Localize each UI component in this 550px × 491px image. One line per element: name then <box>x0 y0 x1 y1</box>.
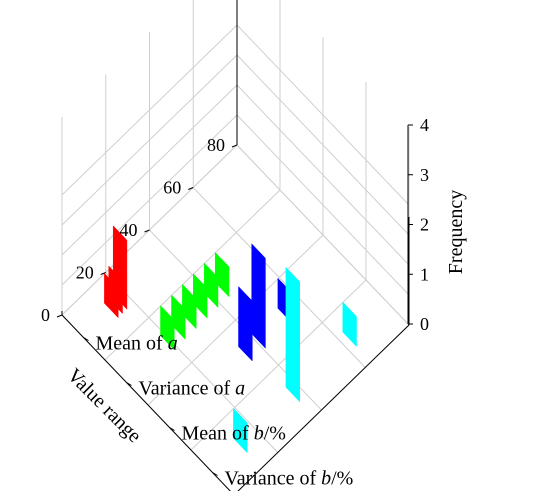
y-tick <box>83 337 89 341</box>
bar <box>171 294 186 340</box>
z-tick-label: 0 <box>420 314 429 334</box>
grid-line <box>236 114 410 296</box>
z-tick-label: 2 <box>420 215 429 235</box>
frame-line <box>61 314 231 491</box>
y-tick <box>126 382 132 386</box>
z-tick-label: 3 <box>420 165 429 185</box>
x-tick-label: 60 <box>163 178 181 198</box>
grid-line <box>147 234 324 406</box>
x-tick <box>188 187 194 190</box>
x-tick-label: 0 <box>41 305 50 325</box>
bar <box>214 251 230 298</box>
bar <box>204 262 219 309</box>
x-tick-label: 40 <box>120 220 138 240</box>
y-tick-label: Variance of b/% <box>225 468 354 490</box>
y-tick-label: Mean of b/% <box>182 423 286 445</box>
z-axis-title: Frequency <box>445 190 467 274</box>
bar <box>193 273 208 319</box>
x-tick <box>231 144 238 148</box>
x-axis-title: Value range <box>63 364 146 447</box>
grid-line <box>61 114 238 286</box>
y-tick <box>212 472 218 476</box>
bar <box>182 283 197 330</box>
z-tick-label: 1 <box>420 264 429 284</box>
bars <box>104 225 357 454</box>
grid-line <box>104 189 281 361</box>
frame-line <box>237 324 410 491</box>
grid-line <box>61 54 238 226</box>
bar <box>251 243 266 349</box>
x-tick <box>144 229 150 233</box>
grid-line <box>61 84 238 256</box>
x-tick <box>56 314 63 318</box>
bar <box>285 266 300 403</box>
y-tick-label: Variance of a <box>139 378 246 400</box>
grid-line <box>236 24 410 206</box>
y-tick-label: Mean of a <box>96 333 178 355</box>
z-tick-label: 4 <box>420 115 429 135</box>
bar <box>104 272 119 319</box>
grid-line <box>236 54 410 236</box>
grid-line <box>61 24 238 196</box>
x-tick <box>100 272 106 275</box>
axis-box <box>56 0 413 491</box>
bar <box>238 285 253 362</box>
x-tick-label: 20 <box>76 263 94 283</box>
y-tick <box>169 427 175 431</box>
bar <box>233 407 248 454</box>
bar <box>160 304 175 351</box>
x-tick-label: 80 <box>207 135 225 155</box>
bar <box>342 301 357 348</box>
grid-line <box>236 84 410 266</box>
grid-line <box>190 279 367 451</box>
